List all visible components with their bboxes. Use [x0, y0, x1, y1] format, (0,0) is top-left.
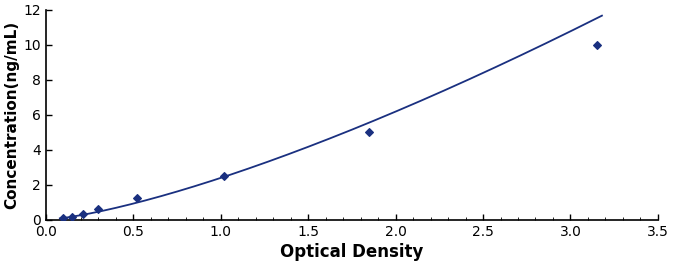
Y-axis label: Concentration(ng/mL): Concentration(ng/mL)	[4, 21, 19, 209]
X-axis label: Optical Density: Optical Density	[280, 243, 423, 261]
